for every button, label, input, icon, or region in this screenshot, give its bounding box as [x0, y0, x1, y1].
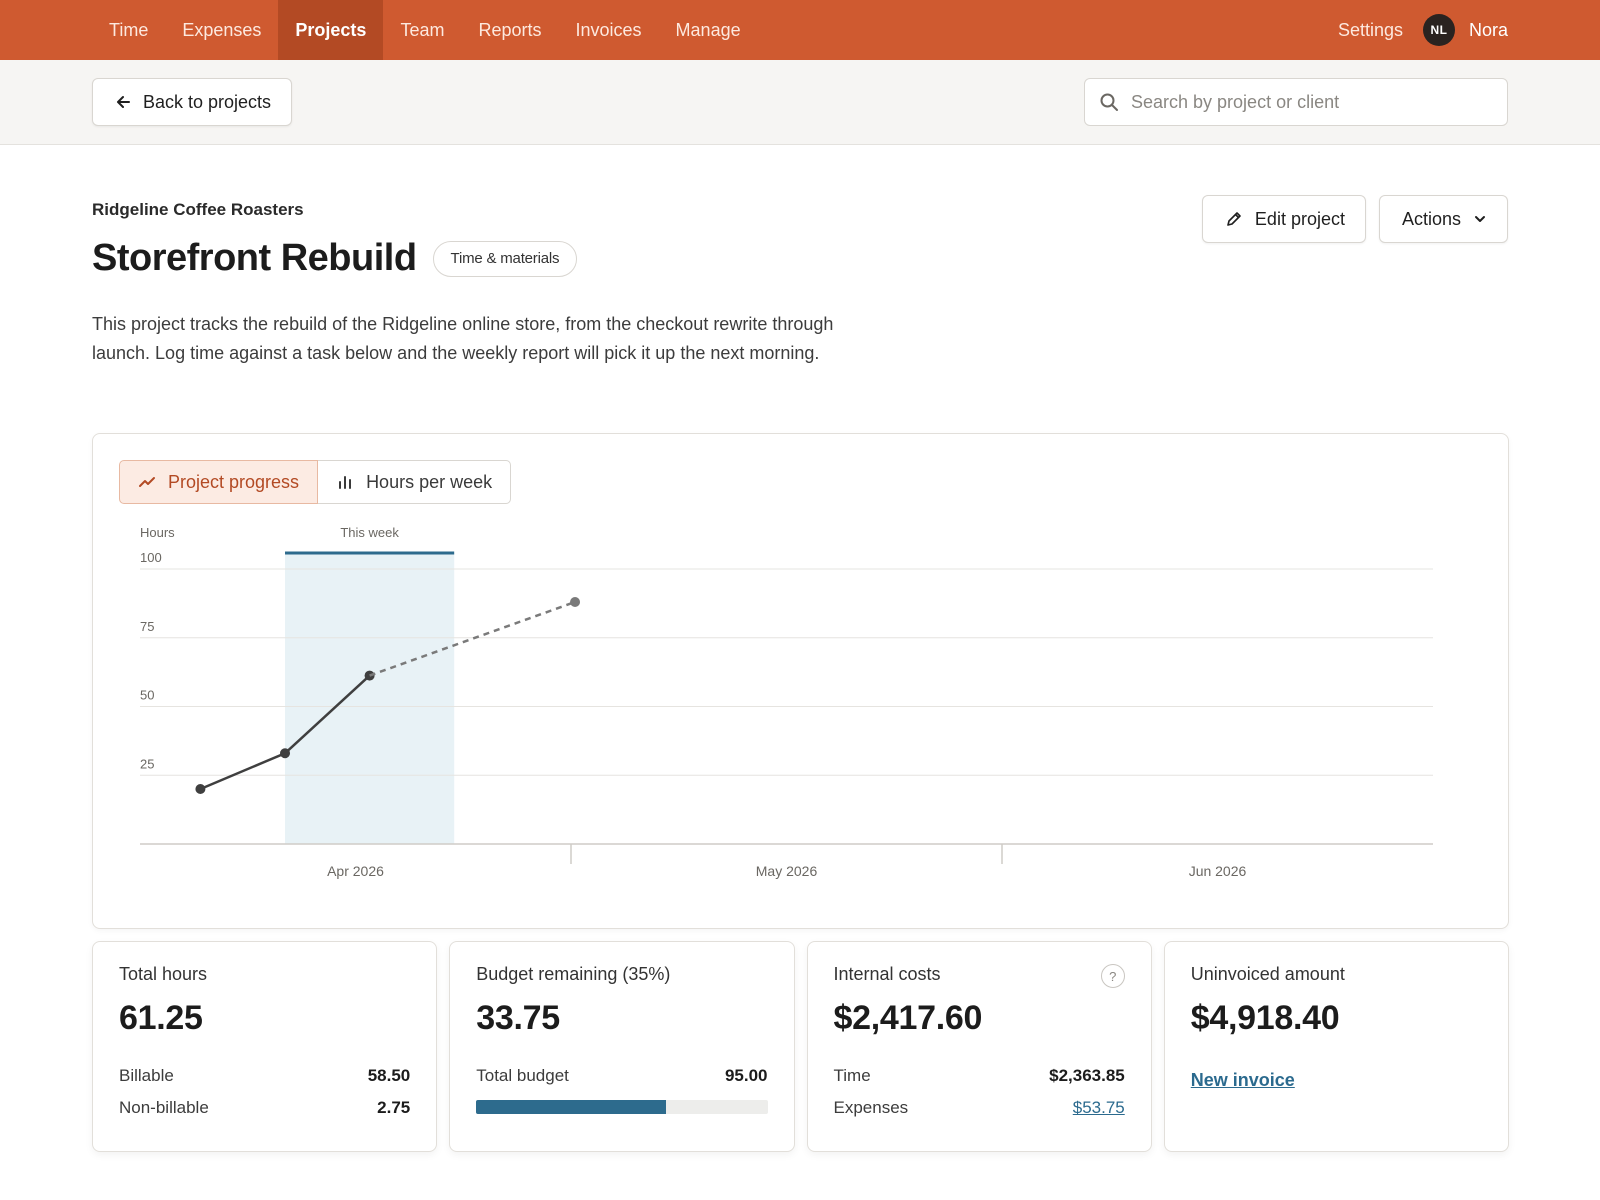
billable-row: Billable 58.50	[119, 1066, 410, 1086]
tab-hours-per-week[interactable]: Hours per week	[318, 460, 512, 504]
this-week-label: This week	[340, 525, 399, 540]
billable-value: 58.50	[367, 1066, 411, 1085]
internal-costs-value: $2,417.60	[833, 999, 983, 1037]
budget-progress-fill	[476, 1100, 666, 1114]
nav-item-invoices[interactable]: Invoices	[575, 19, 642, 40]
search-input[interactable]	[1131, 91, 1493, 113]
budget-remaining-label: Budget remaining (35%)	[476, 964, 671, 984]
actions-label: Actions	[1401, 208, 1461, 229]
time-cost-row: Time $2,363.85	[834, 1066, 1125, 1086]
budget-card: Budget remaining (35%) 33.75 Total budge…	[449, 941, 795, 1152]
uninvoiced-value: $4,918.40	[1190, 999, 1340, 1037]
actual-point	[195, 784, 206, 794]
total-budget-label: Total budget	[476, 1066, 569, 1085]
tab-project-progress-label: Project progress	[168, 471, 300, 492]
nonbillable-row: Non-billable 2.75	[119, 1098, 410, 1118]
nav-item-reports[interactable]: Reports	[478, 19, 542, 40]
x-tick-label: Jun 2026	[1189, 863, 1247, 879]
nav-item-manage[interactable]: Manage	[675, 19, 741, 40]
back-to-projects-label: Back to projects	[143, 91, 272, 112]
expenses-cost-link[interactable]: $53.75	[1072, 1098, 1125, 1117]
title-row: Storefront Rebuild Time & materials	[92, 237, 578, 280]
nav-item-projects[interactable]: Projects	[278, 0, 384, 60]
project-description: This project tracks the rebuild of the R…	[92, 314, 834, 363]
stat-cards: Total hours 61.25 Billable 58.50 Non-bil…	[92, 941, 1509, 1152]
y-tick-label: 25	[140, 756, 154, 771]
progress-chart: This week Hours 25 50 75 100 Apr 2026 May 2026 J…	[140, 525, 1433, 879]
time-cost-label: Time	[833, 1066, 871, 1085]
nav-item-expenses[interactable]: Expenses	[182, 19, 262, 40]
search-box[interactable]	[1084, 78, 1508, 126]
tab-hours-per-week-label: Hours per week	[366, 471, 493, 492]
back-to-projects-button[interactable]: Back to projects	[92, 78, 293, 126]
internal-costs-label: Internal costs	[833, 964, 941, 984]
chart-card: This week Hours 25 50 75 100 Apr 2026 May 2026 J…	[92, 433, 1509, 929]
tab-project-progress[interactable]: Project progress	[119, 460, 319, 504]
search-icon	[1100, 93, 1118, 111]
chevron-down-icon	[1475, 216, 1485, 222]
x-tick-label: Apr 2026	[327, 863, 384, 879]
top-nav: Time Expenses Projects Team Reports Invo…	[0, 0, 1600, 60]
x-tick-label: May 2026	[756, 863, 818, 879]
this-week-band	[285, 553, 455, 844]
internal-costs-card: Internal costs ? $2,417.60 Time $2,363.8…	[806, 941, 1152, 1152]
trend-line-icon	[139, 477, 155, 487]
total-budget-row: Total budget 95.00	[476, 1066, 767, 1086]
billing-type-badge: Time & materials	[432, 240, 578, 277]
actual-point	[280, 748, 291, 759]
page-title: Storefront Rebuild	[92, 237, 417, 279]
y-tick-label: 50	[140, 688, 154, 703]
edit-project-label: Edit project	[1254, 208, 1345, 229]
uninvoiced-label: Uninvoiced amount	[1190, 964, 1345, 984]
y-tick-label: 75	[140, 619, 154, 634]
pencil-icon	[1227, 212, 1241, 226]
y-axis-title: Hours	[140, 525, 175, 540]
sub-bar: Back to projects	[0, 60, 1600, 145]
projected-line	[369, 600, 576, 677]
nonbillable-label: Non-billable	[119, 1098, 209, 1117]
actions-dropdown-button[interactable]: Actions	[1378, 195, 1508, 243]
total-hours-label: Total hours	[119, 964, 208, 984]
total-hours-card: Total hours 61.25 Billable 58.50 Non-bil…	[92, 941, 438, 1152]
arrow-left-icon	[117, 96, 130, 108]
nav-items: Time Expenses Projects Team Reports Invo…	[92, 0, 758, 60]
budget-remaining-value: 33.75	[476, 999, 560, 1037]
total-hours-value: 61.25	[119, 999, 203, 1037]
user-name[interactable]: Nora	[1468, 19, 1508, 40]
expenses-cost-row: Expenses $53.75	[834, 1098, 1125, 1118]
header-actions: Edit project Actions	[1201, 195, 1508, 243]
budget-progress-bar	[476, 1100, 768, 1114]
nav-item-time[interactable]: Time	[109, 19, 149, 40]
uninvoiced-card: Uninvoiced amount $4,918.40 New invoice	[1163, 941, 1509, 1152]
help-icon[interactable]: ?	[1100, 964, 1125, 988]
nav-right: Settings NL Nora	[1338, 14, 1508, 46]
client-name: Ridgeline Coffee Roasters	[92, 200, 304, 219]
settings-link[interactable]: Settings	[1337, 19, 1403, 40]
bar-chart-icon	[339, 476, 352, 489]
nav-item-team[interactable]: Team	[400, 19, 445, 40]
edit-project-button[interactable]: Edit project	[1201, 195, 1366, 243]
time-cost-value: $2,363.85	[1049, 1066, 1125, 1085]
y-tick-label: 100	[140, 550, 162, 565]
chart-tabs: Project progress Hours per week	[119, 460, 512, 504]
expenses-cost-label: Expenses	[833, 1098, 909, 1117]
avatar[interactable]: NL	[1422, 14, 1455, 46]
billable-label: Billable	[119, 1066, 174, 1085]
new-invoice-link[interactable]: New invoice	[1190, 1070, 1295, 1090]
nonbillable-value: 2.75	[377, 1098, 411, 1117]
total-budget-value: 95.00	[724, 1066, 768, 1085]
projected-point	[570, 597, 581, 607]
